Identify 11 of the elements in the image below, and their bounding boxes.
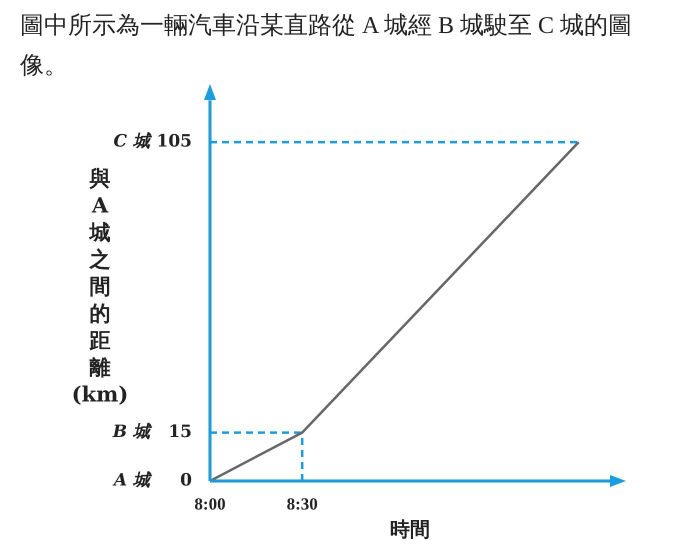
x-tick-label: 8:30	[286, 494, 318, 514]
x-tick-label: 8:00	[194, 494, 226, 514]
text: C 城	[114, 132, 153, 152]
chart-title: 圖中所示為一輛汽車沿某直路從 A 城經 B 城駛至 C 城的圖像。	[20, 12, 634, 81]
y-tick-label: 0	[180, 470, 192, 490]
y-tick-label: 15	[168, 422, 192, 442]
x-axis-title: 時間	[390, 517, 430, 542]
y-tick-label: 105	[156, 132, 192, 152]
text: B 城	[112, 422, 153, 442]
text: 與A城之間的距離(km)	[72, 165, 128, 406]
text: A 城	[112, 470, 153, 490]
